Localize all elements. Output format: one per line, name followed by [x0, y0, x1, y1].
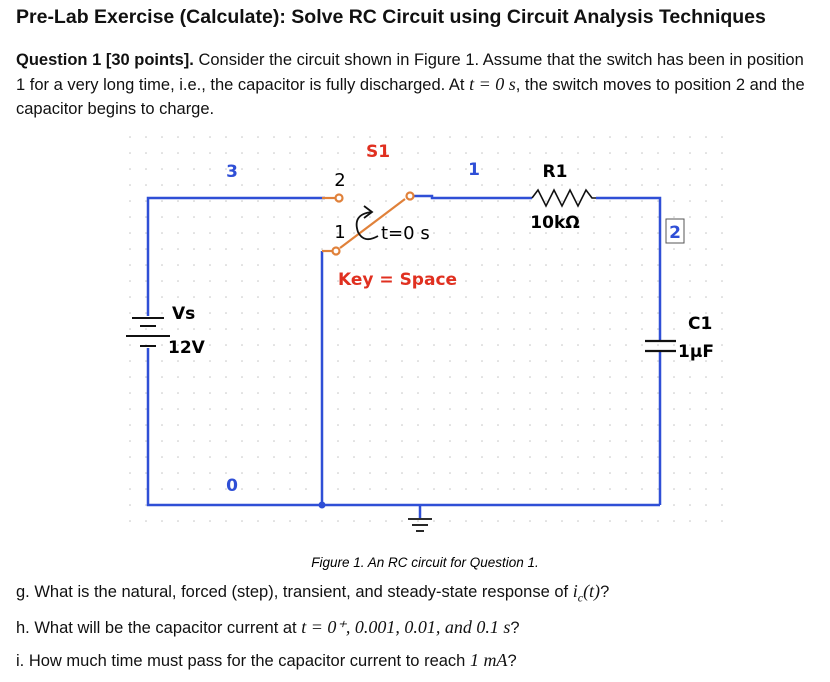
- node-label: 2: [669, 223, 681, 243]
- switch-name: S1: [366, 142, 390, 162]
- question-end: ?: [510, 619, 520, 637]
- resistor: [531, 188, 596, 208]
- capacitor-value: 1µF: [678, 342, 714, 362]
- switch-key: Key = Space: [338, 270, 457, 290]
- math-sub: c: [577, 590, 584, 605]
- resistor-value: 10kΩ: [530, 213, 579, 233]
- source-value: 12V: [168, 338, 206, 358]
- math: t = 0 s: [469, 74, 516, 94]
- question-i: i. How much time must pass for the capac…: [16, 650, 517, 671]
- switch: [322, 191, 415, 256]
- resistor-name: R1: [543, 162, 568, 182]
- question-end: ?: [600, 583, 610, 601]
- question-h: h. What will be the capacitor current at…: [16, 617, 520, 638]
- math-var: i: [572, 581, 578, 601]
- question-text: , the switch moves to position 2 and the…: [16, 76, 805, 118]
- title: Pre-Lab Exercise (Calculate): Solve RC C…: [16, 6, 766, 28]
- question-text: i. How much time must pass for the capac…: [16, 652, 466, 670]
- source-name: Vs: [172, 304, 195, 324]
- ground: [408, 518, 432, 532]
- math: 1 mA: [469, 650, 508, 670]
- node-label: 1: [468, 160, 480, 180]
- node-label: 3: [226, 162, 238, 182]
- switch-pin: 1: [334, 222, 345, 243]
- math-arg: (t): [583, 581, 601, 601]
- question-label: Question 1 [30 points].: [16, 51, 194, 69]
- switch-time: t=0 s: [381, 223, 430, 244]
- switch-pin: 2: [334, 170, 345, 191]
- math: t = 0⁺, 0.001, 0.01, and 0.1 s: [301, 617, 511, 637]
- math: ic(t): [572, 581, 601, 605]
- capacitor: [645, 339, 676, 353]
- junction: [318, 501, 326, 509]
- capacitor-name: C1: [688, 314, 712, 334]
- switch-arrow: [355, 211, 379, 241]
- grid-background: [128, 135, 735, 535]
- question: Question 1 [30 points]. Consider the cir…: [16, 48, 816, 121]
- question-text: Consider the circuit shown in Figure 1. …: [16, 51, 804, 94]
- battery: [126, 317, 170, 347]
- question-g: g. What is the natural, forced (step), t…: [16, 581, 609, 606]
- node-label: 0: [226, 476, 238, 496]
- caption: Figure 1. An RC circuit for Question 1.: [311, 555, 539, 570]
- node-box: [665, 218, 685, 244]
- switch-arrow: [363, 205, 374, 219]
- wires: [146, 194, 662, 518]
- question-text: h. What will be the capacitor current at: [16, 619, 297, 637]
- question-text: g. What is the natural, forced (step), t…: [16, 583, 569, 601]
- question-end: ?: [507, 652, 517, 670]
